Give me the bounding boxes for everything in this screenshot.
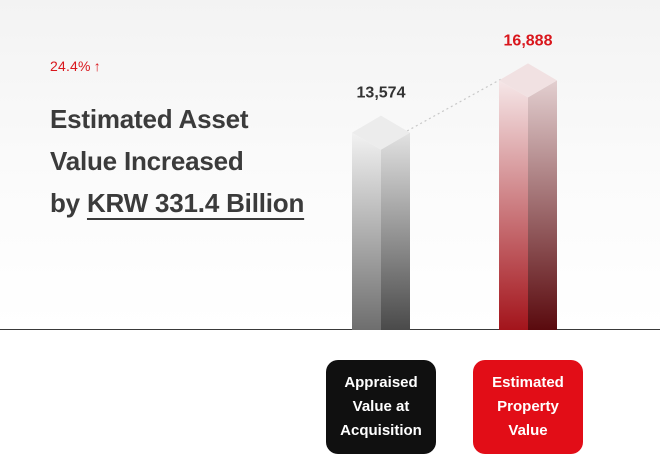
data-label-appraised: 13,574: [357, 85, 406, 102]
headline-line-3: by KRW 331.4 Billion: [50, 182, 340, 224]
bar-appraised-front: [352, 132, 381, 330]
bar-estimated-top: [499, 63, 557, 98]
bar-estimated-front: [499, 80, 528, 330]
headline: Estimated Asset Value Increased by KRW 3…: [50, 98, 340, 224]
bar-appraised-top: [352, 115, 410, 150]
category-label-appraised: Appraised Value at Acquisition: [326, 360, 436, 454]
headline-line-1: Estimated Asset: [50, 104, 249, 134]
change-percent-value: 24.4%: [50, 58, 91, 74]
change-percent: 24.4% ↑: [50, 58, 101, 74]
bar-appraised-side: [381, 132, 410, 330]
headline-prefix: by: [50, 188, 87, 218]
data-label-estimated: 16,888: [504, 32, 553, 49]
headline-line-2: Value Increased: [50, 146, 244, 176]
bar-estimated-side: [528, 80, 557, 330]
headline-amount: KRW 331.4 Billion: [86, 188, 305, 218]
up-arrow-icon: ↑: [93, 58, 101, 74]
category-label-estimated: Estimated Property Value: [473, 360, 583, 454]
trend-connector: [406, 78, 503, 132]
